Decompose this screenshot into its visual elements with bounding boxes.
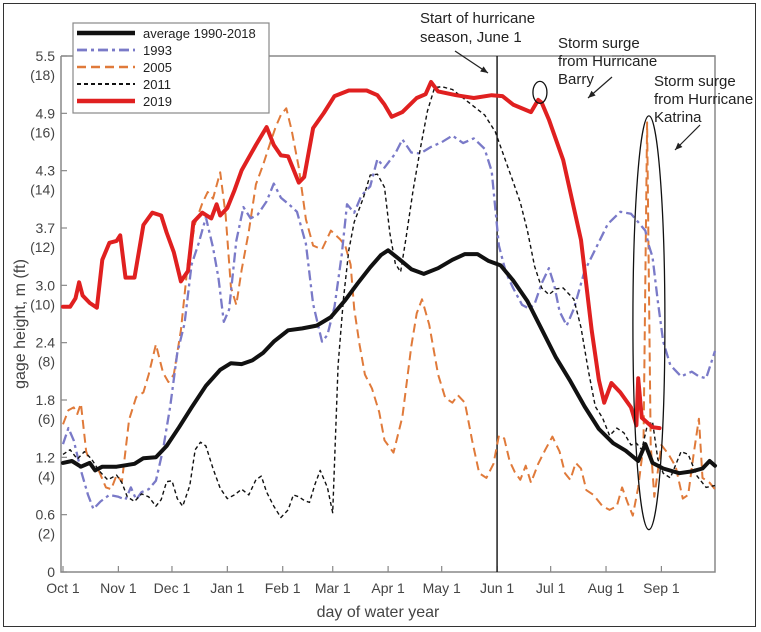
x-tick-label: Jun 1 [480, 580, 514, 596]
x-tick-label: May 1 [423, 580, 461, 596]
y-tick-label-ft: (16) [30, 124, 55, 140]
y-tick-label-m: 5.5 [36, 48, 56, 64]
y-tick-label-ft: (10) [30, 296, 55, 312]
annotation-hurricane-season-text: season, June 1 [420, 29, 522, 46]
x-tick-label: Mar 1 [315, 580, 351, 596]
y-tick-label-ft: (18) [30, 67, 55, 83]
x-tick-label: Nov 1 [100, 580, 137, 596]
series-line-2019 [61, 80, 662, 431]
x-tick-label: Jul 1 [536, 580, 566, 596]
x-tick-label: Oct 1 [46, 580, 80, 596]
y-tick-label-ft: (12) [30, 239, 55, 255]
annotations: Start of hurricane season, June 1 Storm su… [420, 10, 753, 531]
x-axis-title: day of water year [317, 604, 440, 621]
y-tick-label-m: 0 [47, 564, 55, 580]
series-line-2011 [62, 86, 716, 519]
annotation-barry-text: Storm surge [558, 35, 640, 52]
y-tick-label-ft: (14) [30, 182, 55, 198]
y-tick-label-ft: (4) [38, 468, 55, 484]
legend-label: 1993 [143, 43, 172, 58]
x-tick-label: Sep 1 [643, 580, 680, 596]
series-line-1993 [61, 134, 717, 511]
y-tick-label-m: 3.7 [36, 220, 56, 236]
x-tick-label: Feb 1 [265, 580, 301, 596]
legend: average 1990-2018 1993 2005 2011 2019 [72, 22, 270, 114]
annotation-katrina-text: Storm surge [654, 73, 736, 90]
annotation-katrina-text: from Hurricane [654, 91, 753, 108]
x-tick-label: Jan 1 [210, 580, 244, 596]
y-tick-label-m: 1.2 [36, 449, 56, 465]
y-axis-title: gage height, m (ft) [12, 259, 29, 389]
legend-label: 2011 [143, 77, 171, 92]
legend-label: average 1990-2018 [143, 26, 256, 41]
annotation-katrina-arrow-head [675, 142, 683, 150]
annotation-barry-text: from Hurricane [558, 53, 657, 70]
y-tick-label-m: 4.3 [36, 163, 56, 179]
series-layer [61, 80, 717, 519]
y-tick-label-m: 1.8 [36, 392, 56, 408]
annotation-katrina-ellipse [632, 115, 666, 531]
annotation-barry-arrow-head [588, 90, 596, 98]
figure-frame [3, 3, 756, 627]
axes: 0 0.6 (2) 1.2 (4) 1.8 (6) 2.4 (8) 3.0 (10) 3.7 (12) 4… [30, 48, 716, 596]
series-line-2005 [62, 107, 716, 517]
y-tick-label-m: 0.6 [36, 507, 56, 523]
y-tick-label-ft: (8) [38, 354, 55, 370]
y-tick-label-ft: (6) [38, 411, 55, 427]
y-tick-label-m: 4.9 [36, 105, 56, 121]
plot-box [60, 55, 716, 573]
x-tick-label: Aug 1 [588, 580, 625, 596]
annotation-hurricane-season-text: Start of hurricane [420, 10, 535, 27]
y-tick-label-m: 2.4 [36, 335, 56, 351]
legend-label: 2005 [143, 60, 172, 75]
x-tick-label: Apr 1 [371, 580, 405, 596]
annotation-barry-ellipse [532, 80, 548, 104]
x-tick-label: Dec 1 [154, 580, 191, 596]
annotation-katrina-text: Katrina [654, 109, 702, 126]
annotation-hurricane-season-arrow-head [480, 66, 488, 73]
y-tick-label-ft: (2) [38, 526, 55, 542]
annotation-barry-text: Barry [558, 71, 594, 88]
legend-label: 2019 [143, 94, 172, 109]
y-tick-label-m: 3.0 [36, 277, 56, 293]
series-line-average-1990-2018 [61, 248, 717, 476]
